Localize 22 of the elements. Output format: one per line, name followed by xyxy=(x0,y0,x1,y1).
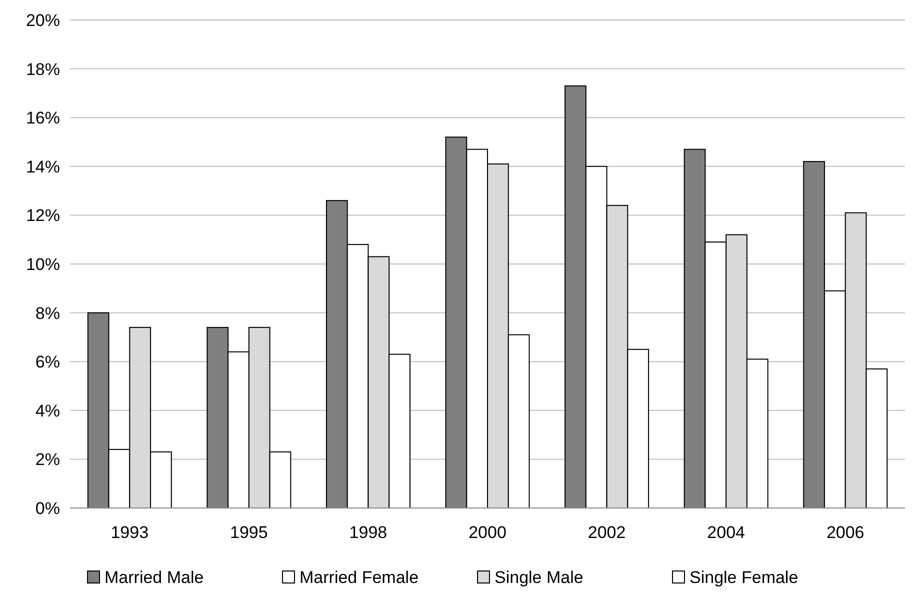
y-tick-label: 16% xyxy=(26,108,60,128)
x-tick-label: 2000 xyxy=(468,523,506,542)
y-tick-label: 4% xyxy=(35,401,60,420)
x-tick-label: 1995 xyxy=(230,523,268,542)
y-tick-label: 12% xyxy=(26,206,60,226)
y-tick-label: 2% xyxy=(35,450,60,470)
x-tick-label: 1993 xyxy=(110,523,149,542)
y-tick-label: 18% xyxy=(26,60,60,79)
y-tick-label: 10% xyxy=(26,254,60,274)
y-tick-label: 20% xyxy=(26,10,60,30)
y-tick-label: 8% xyxy=(35,304,60,323)
y-tick-label: 0% xyxy=(35,498,60,518)
x-tick-label: 2006 xyxy=(826,523,864,542)
y-tick-label: 14% xyxy=(26,157,60,176)
legend-label: Married Female xyxy=(300,568,419,587)
x-tick-label: 2002 xyxy=(588,523,626,542)
y-tick-label: 6% xyxy=(35,352,60,372)
legend-label: Single Male xyxy=(494,568,584,587)
x-tick-label: 2004 xyxy=(707,523,745,542)
legend-label: Married Male xyxy=(104,568,204,587)
legend-label: Single Female xyxy=(690,568,798,587)
x-tick-label: 1998 xyxy=(349,523,388,542)
